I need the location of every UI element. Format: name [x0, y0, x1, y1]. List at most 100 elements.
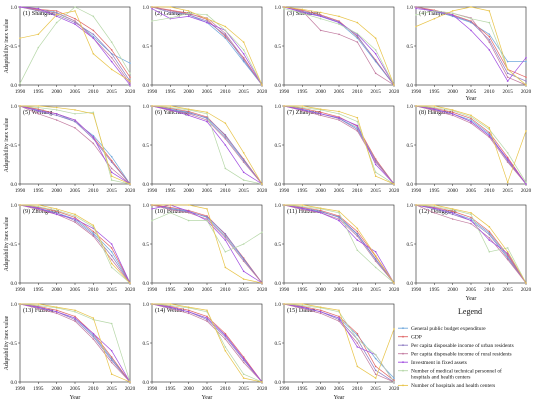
- data-point: [319, 108, 322, 110]
- x-tick-label: 2010: [352, 287, 363, 293]
- data-point: [151, 303, 153, 305]
- x-tick-label: 2005: [202, 287, 213, 293]
- series-line-6: [19, 105, 131, 185]
- data-point: [242, 356, 245, 358]
- data-point: [506, 80, 509, 82]
- x-tick-label: 1990: [411, 287, 422, 293]
- legend-label: Per capita disposable income of urban re…: [411, 342, 514, 349]
- legend-marker: [402, 369, 404, 372]
- data-point: [338, 110, 340, 113]
- data-point: [415, 14, 417, 16]
- data-point: [433, 109, 436, 112]
- data-point: [37, 304, 40, 307]
- data-point: [110, 359, 113, 361]
- data-point: [55, 309, 58, 312]
- legend-label: Per capita disposable income of rural re…: [411, 351, 512, 358]
- y-tick-label: 0.0: [11, 281, 18, 287]
- data-point: [110, 161, 113, 163]
- y-tick-label: 0.5: [275, 242, 282, 248]
- data-point: [451, 210, 454, 213]
- x-tick-label: 1995: [165, 89, 176, 95]
- y-tick-label: 0.0: [275, 83, 282, 89]
- x-tick-label: 2015: [106, 386, 117, 392]
- legend-item-3: Per capita disposable income of urban re…: [398, 342, 514, 349]
- x-tick-label: 1995: [33, 287, 44, 293]
- y-tick-label: 0.5: [11, 341, 18, 347]
- panel-7: (7) Zhanjiang 0.0 0.5 1.0 1990 1995 2000 2005 20…: [275, 104, 400, 194]
- data-point: [187, 110, 190, 113]
- data-point: [37, 9, 40, 11]
- y-tick-label: 0.0: [275, 281, 282, 287]
- data-point: [92, 335, 95, 338]
- x-tick-label: 1995: [429, 89, 440, 95]
- data-point: [206, 17, 208, 20]
- data-point: [37, 46, 40, 49]
- data-point: [55, 15, 58, 18]
- data-point: [110, 155, 113, 158]
- data-point: [74, 23, 76, 25]
- data-point: [169, 212, 172, 214]
- legend-label-line: Per capita disposable income of rural re…: [411, 351, 512, 358]
- y-tick-label: 0.5: [407, 242, 414, 248]
- data-point: [506, 152, 509, 154]
- data-point: [525, 76, 527, 78]
- data-point: [374, 175, 377, 177]
- data-point: [110, 266, 113, 269]
- y-tick-label: 1.0: [407, 5, 414, 11]
- data-point: [242, 361, 245, 364]
- data-point: [187, 204, 190, 206]
- data-point: [151, 105, 153, 107]
- x-tick-label: 2000: [51, 386, 62, 392]
- data-point: [506, 258, 509, 261]
- data-point: [301, 109, 304, 111]
- data-point: [206, 116, 208, 119]
- x-tick-label: 2000: [183, 89, 194, 95]
- y-tick-label: 0.0: [407, 182, 414, 188]
- x-tick-label: 2010: [484, 89, 495, 95]
- data-point: [451, 218, 454, 220]
- data-point: [110, 357, 113, 360]
- x-tick-label: 2000: [51, 287, 62, 293]
- x-axis-label: Year: [466, 296, 477, 302]
- data-point: [74, 219, 76, 222]
- data-point: [19, 105, 21, 107]
- data-point: [301, 205, 304, 208]
- y-tick-label: 0.0: [11, 83, 18, 89]
- panel-title: (9) Zhongshan: [23, 208, 59, 215]
- x-tick-label: 2010: [352, 386, 363, 392]
- x-tick-label: 2020: [257, 89, 268, 95]
- data-point: [129, 282, 131, 284]
- data-point: [55, 114, 58, 117]
- x-tick-label: 1995: [429, 287, 440, 293]
- data-point: [110, 68, 113, 71]
- data-point: [356, 233, 359, 235]
- x-tick-label: 2005: [70, 386, 81, 392]
- data-point: [338, 119, 340, 121]
- data-point: [488, 10, 491, 12]
- panel-10: (10) Binzhou 0.0 0.5 1.0 1990 1995 2000 2005 201…: [143, 203, 268, 293]
- data-point: [169, 304, 172, 307]
- data-point: [169, 109, 172, 111]
- data-point: [301, 304, 304, 307]
- data-point: [301, 105, 304, 107]
- data-point: [224, 134, 227, 136]
- data-point: [356, 37, 359, 39]
- data-point: [74, 218, 76, 220]
- data-point: [319, 11, 322, 14]
- panel-title: (7) Zhanjiang: [287, 109, 321, 116]
- data-point: [433, 17, 436, 20]
- data-point: [415, 105, 417, 107]
- data-point: [110, 60, 113, 63]
- y-tick-label: 1.0: [275, 203, 282, 209]
- data-point: [129, 82, 131, 85]
- data-point: [224, 266, 227, 269]
- x-tick-label: 2015: [238, 386, 249, 392]
- data-point: [110, 41, 113, 43]
- x-tick-label: 2000: [447, 287, 458, 293]
- data-point: [470, 117, 472, 120]
- data-point: [451, 208, 454, 210]
- data-point: [224, 32, 227, 35]
- data-point: [506, 251, 509, 253]
- x-tick-label: 2010: [220, 188, 231, 194]
- data-point: [506, 247, 509, 249]
